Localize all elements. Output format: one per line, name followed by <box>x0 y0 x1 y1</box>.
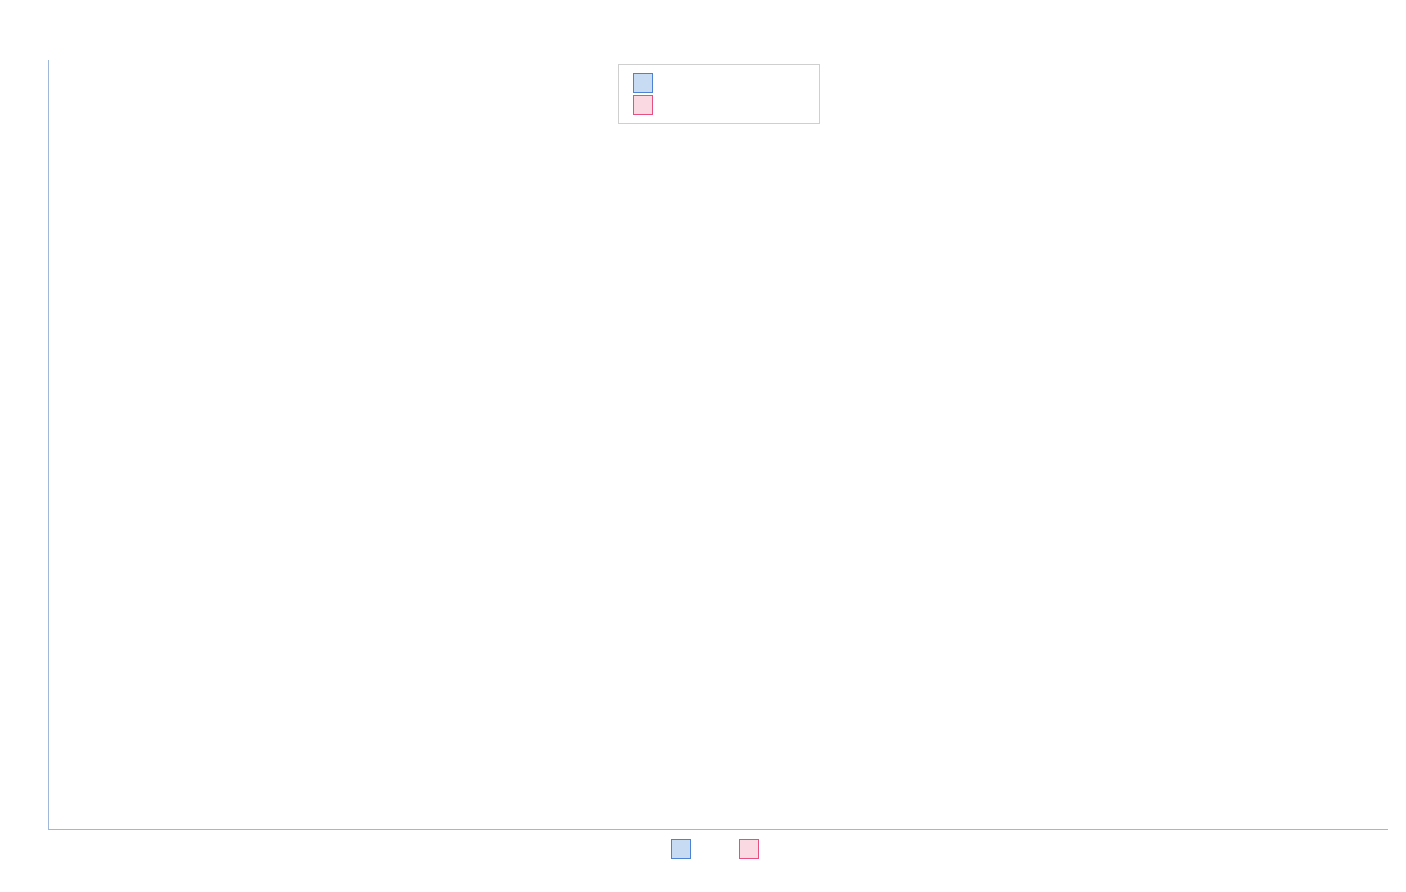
legend-item-nigeria <box>671 839 699 859</box>
legend-item-mexico <box>739 839 767 859</box>
series-legend <box>671 839 767 859</box>
swatch-mexico <box>633 95 653 115</box>
swatch-mexico <box>739 839 759 859</box>
regression-lines <box>49 60 1388 829</box>
stats-row-nigeria <box>633 73 805 93</box>
swatch-nigeria <box>633 73 653 93</box>
stats-legend <box>618 64 820 124</box>
swatch-nigeria <box>671 839 691 859</box>
scatter-plot <box>48 60 1388 830</box>
stats-row-mexico <box>633 95 805 115</box>
